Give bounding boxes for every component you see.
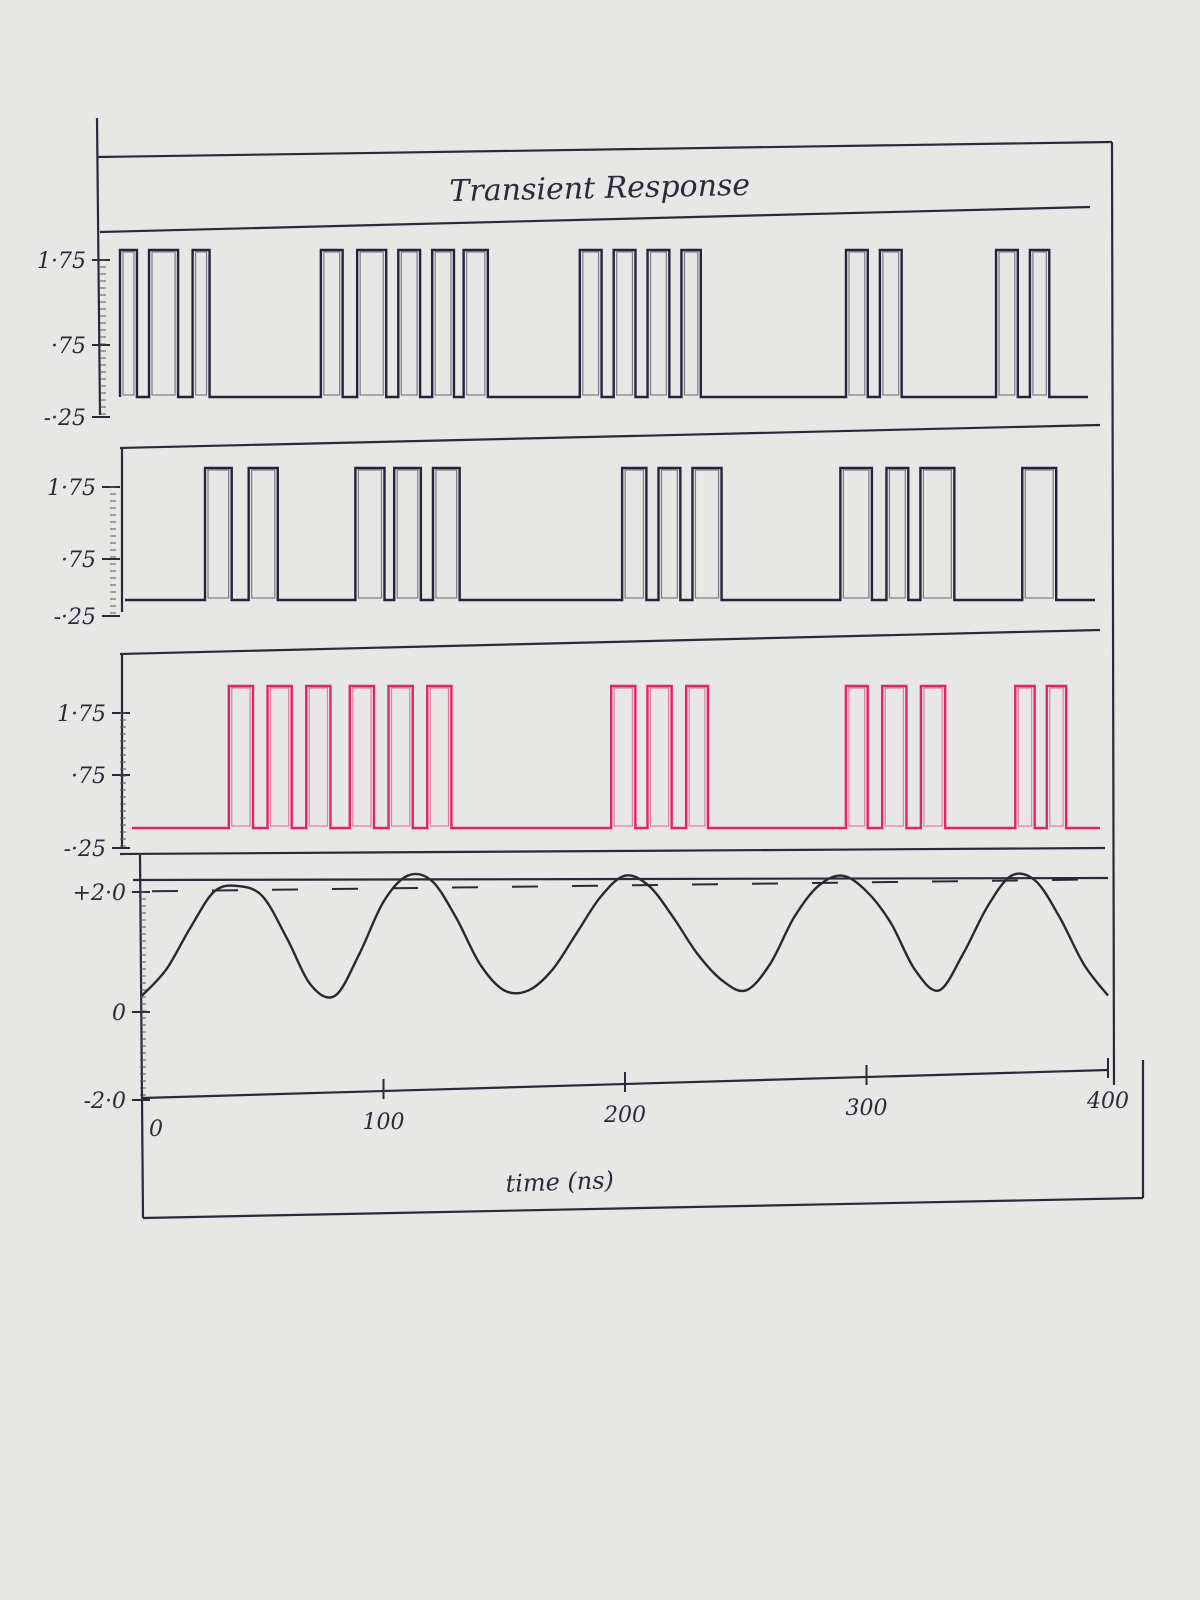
y-tick-label-2-1: 1·75 bbox=[47, 476, 96, 501]
y-tick-label-4-3: -2·0 bbox=[84, 1089, 126, 1114]
pulse-1-11 bbox=[649, 251, 667, 396]
pulse-3-1 bbox=[231, 687, 251, 827]
pulse-1-9 bbox=[582, 251, 600, 396]
pulse-3-10 bbox=[848, 687, 866, 827]
pulse-2-5 bbox=[435, 469, 458, 599]
pulse-3-7 bbox=[613, 687, 633, 827]
pulse-1-2 bbox=[151, 251, 176, 396]
lower-left-line bbox=[138, 854, 145, 1219]
pulse-3-13 bbox=[1017, 687, 1033, 827]
pulse-2-4 bbox=[396, 469, 419, 599]
signal-trace-1 bbox=[118, 248, 1088, 399]
pulse-1-6 bbox=[400, 251, 418, 396]
pulse-2-10 bbox=[888, 469, 906, 599]
signal-trace-2 bbox=[125, 466, 1095, 602]
y-tick-label-3-3: -·25 bbox=[64, 837, 106, 862]
pulse-3-9 bbox=[688, 687, 706, 827]
panel-4: +2·0 0 -2·0 bbox=[73, 872, 1109, 1114]
analog-top-line bbox=[132, 876, 1109, 882]
pulse-3-12 bbox=[923, 687, 943, 827]
pulse-1-16 bbox=[1032, 251, 1047, 396]
y-tick-label-4-2: 0 bbox=[112, 1001, 126, 1026]
x-axis-label: time (ns) bbox=[505, 1166, 614, 1198]
panels-layer: 1·75 ·75 -·25 1·75 ·75 -·25 1·75 ·75 -·25 +2·0 0 -2… bbox=[37, 248, 1109, 1114]
chart-title: Transient Response bbox=[449, 168, 750, 209]
pulse-3-14 bbox=[1049, 687, 1064, 827]
top-frame-line bbox=[96, 140, 1113, 159]
pulse-3-6 bbox=[429, 687, 450, 827]
x-tick-label-3: 200 bbox=[603, 1103, 646, 1128]
threshold-line bbox=[151, 878, 1109, 893]
pulse-3-4 bbox=[352, 687, 372, 827]
pulse-2-7 bbox=[660, 469, 678, 599]
pulse-1-4 bbox=[323, 251, 341, 396]
y-tick-label-3-1: 1·75 bbox=[57, 702, 106, 727]
pulse-1-13 bbox=[848, 251, 866, 396]
y-tick-label-2-3: -·25 bbox=[54, 605, 96, 630]
pulse-2-2 bbox=[251, 469, 276, 599]
pulse-1-10 bbox=[616, 251, 634, 396]
y-tick-label-4-1: +2·0 bbox=[73, 881, 126, 906]
pulse-1-14 bbox=[882, 251, 900, 396]
signal-trace-3 bbox=[132, 684, 1100, 830]
panel-divider-2 bbox=[119, 628, 1101, 656]
pulse-2-3 bbox=[357, 469, 383, 599]
pulse-1-3 bbox=[195, 251, 208, 396]
panel-2: 1·75 ·75 -·25 bbox=[47, 466, 1095, 630]
pulse-3-2 bbox=[269, 687, 290, 827]
y-tick-label-1-2: ·75 bbox=[51, 334, 86, 359]
x-tick-label-1: 0 bbox=[149, 1117, 163, 1142]
left-frame-line bbox=[95, 117, 102, 416]
pulse-2-1 bbox=[207, 469, 230, 599]
analog-signal-curve bbox=[141, 872, 1109, 999]
pulse-1-5 bbox=[359, 251, 384, 396]
panel-3: 1·75 ·75 -·25 bbox=[57, 684, 1100, 862]
pulse-2-6 bbox=[624, 469, 644, 599]
x-axis: 0 100 200 300 400 bbox=[141, 1058, 1129, 1142]
pulse-3-8 bbox=[649, 687, 670, 827]
pulse-3-3 bbox=[308, 687, 329, 827]
panel-divider-3 bbox=[119, 846, 1106, 856]
pulse-1-12 bbox=[683, 251, 699, 396]
pulse-2-12 bbox=[1024, 469, 1054, 599]
x-tick-label-4: 300 bbox=[846, 1096, 888, 1121]
x-tick-label-5: 400 bbox=[1086, 1089, 1129, 1114]
pulse-2-8 bbox=[694, 469, 720, 599]
bottom-frame-line bbox=[142, 1196, 1144, 1220]
y-tick-label-1-3: -·25 bbox=[44, 406, 86, 431]
pulse-2-9 bbox=[842, 469, 870, 599]
chart-frame bbox=[95, 117, 1145, 1220]
pulse-2-11 bbox=[922, 469, 952, 599]
pulse-3-5 bbox=[390, 687, 411, 827]
pulse-1-15 bbox=[998, 251, 1016, 396]
pulse-1-8 bbox=[466, 251, 486, 396]
y-tick-label-1-1: 1·75 bbox=[37, 249, 86, 274]
y-tick-label-3-2: ·75 bbox=[71, 764, 106, 789]
right-frame-line bbox=[1110, 141, 1116, 1086]
pulse-1-1 bbox=[122, 251, 135, 396]
title-divider-line bbox=[99, 205, 1091, 234]
panel-divider-1 bbox=[119, 423, 1101, 450]
y-tick-label-2-2: ·75 bbox=[61, 548, 96, 573]
pulse-1-7 bbox=[434, 251, 452, 396]
pulse-3-11 bbox=[884, 687, 905, 827]
panel-1: 1·75 ·75 -·25 bbox=[37, 248, 1088, 431]
x-tick-label-2: 100 bbox=[363, 1110, 405, 1135]
